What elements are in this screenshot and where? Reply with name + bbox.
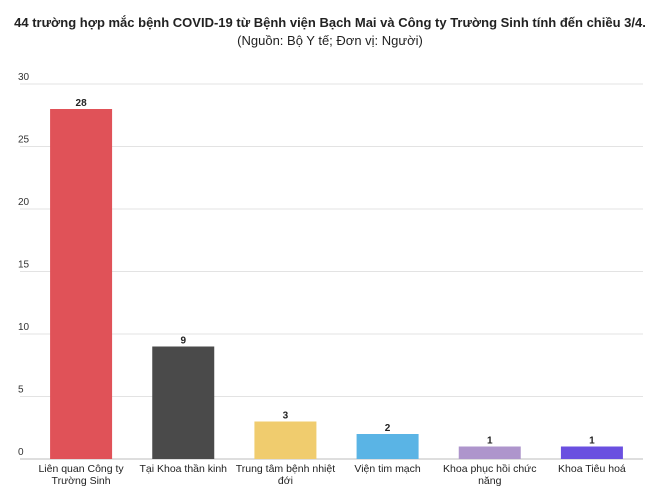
- y-tick-label: 20: [18, 197, 30, 208]
- x-tick-label: Trung tâm bệnh nhiệt đới: [236, 463, 336, 487]
- x-tick-label: Viện tim mạch: [354, 463, 420, 475]
- y-tick-label: 10: [18, 322, 30, 333]
- data-label: 1: [589, 436, 595, 447]
- y-tick-label: 0: [18, 447, 24, 458]
- data-label: 28: [76, 98, 88, 109]
- data-label: 2: [385, 423, 391, 434]
- y-tick-label: 5: [18, 385, 24, 396]
- x-tick-label: Tại Khoa thần kinh: [139, 463, 227, 475]
- y-tick-label: 15: [18, 260, 30, 271]
- chart-subtitle: (Nguồn: Bộ Y tế; Đơn vị: Người): [237, 33, 423, 48]
- y-tick-label: 25: [18, 135, 30, 146]
- data-label: 3: [283, 411, 289, 422]
- x-tick-label: Liên quan Công ty Trường Sinh: [38, 463, 124, 487]
- data-label: 1: [487, 436, 493, 447]
- y-tick-label: 30: [18, 72, 30, 83]
- bar: [458, 446, 521, 459]
- data-label: 9: [180, 336, 186, 347]
- bar: [560, 446, 623, 459]
- bar: [152, 346, 215, 459]
- chart-title: 44 trường hợp mắc bệnh COVID-19 từ Bệnh …: [14, 15, 646, 30]
- bar: [356, 434, 419, 459]
- bar: [50, 109, 113, 459]
- x-tick-label: Khoa phục hồi chức năng: [443, 463, 536, 487]
- bar: [254, 421, 317, 459]
- x-tick-label: Khoa Tiêu hoá: [558, 463, 626, 475]
